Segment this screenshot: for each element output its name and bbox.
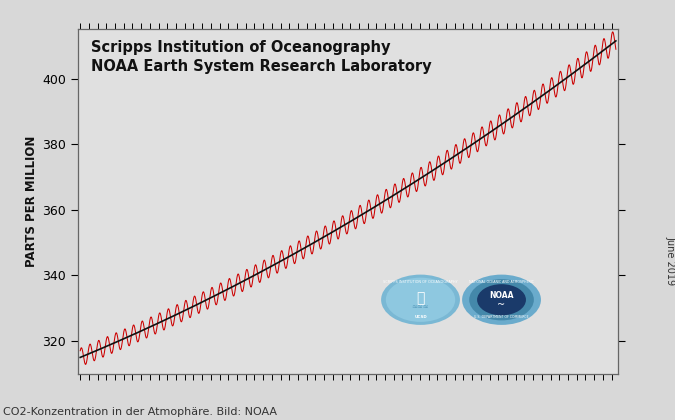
Circle shape — [462, 275, 541, 325]
Text: SCRIPPS INSTITUTION OF OCEANOGRAPHY: SCRIPPS INSTITUTION OF OCEANOGRAPHY — [383, 280, 458, 284]
Text: UCSD: UCSD — [414, 315, 427, 319]
Text: June 2019: June 2019 — [666, 236, 675, 285]
Text: Scripps Institution of Oceanography
NOAA Earth System Research Laboratory: Scripps Institution of Oceanography NOAA… — [91, 40, 432, 74]
Circle shape — [477, 284, 526, 315]
Text: ≈≈≈: ≈≈≈ — [412, 304, 429, 310]
Text: NOAA: NOAA — [489, 291, 514, 300]
Text: U.S. DEPARTMENT OF COMMERCE: U.S. DEPARTMENT OF COMMERCE — [475, 315, 529, 319]
Circle shape — [469, 279, 534, 320]
Y-axis label: PARTS PER MILLION: PARTS PER MILLION — [25, 136, 38, 267]
Text: NATIONAL OCEANIC AND ATMOSPHERIC: NATIONAL OCEANIC AND ATMOSPHERIC — [469, 280, 534, 284]
Text: ⛵: ⛵ — [416, 291, 425, 305]
Circle shape — [381, 275, 460, 325]
Circle shape — [386, 278, 455, 322]
Text: ~: ~ — [497, 300, 506, 310]
Text: CO2-Konzentration in der Atmophäre. Bild: NOAA: CO2-Konzentration in der Atmophäre. Bild… — [3, 407, 277, 417]
